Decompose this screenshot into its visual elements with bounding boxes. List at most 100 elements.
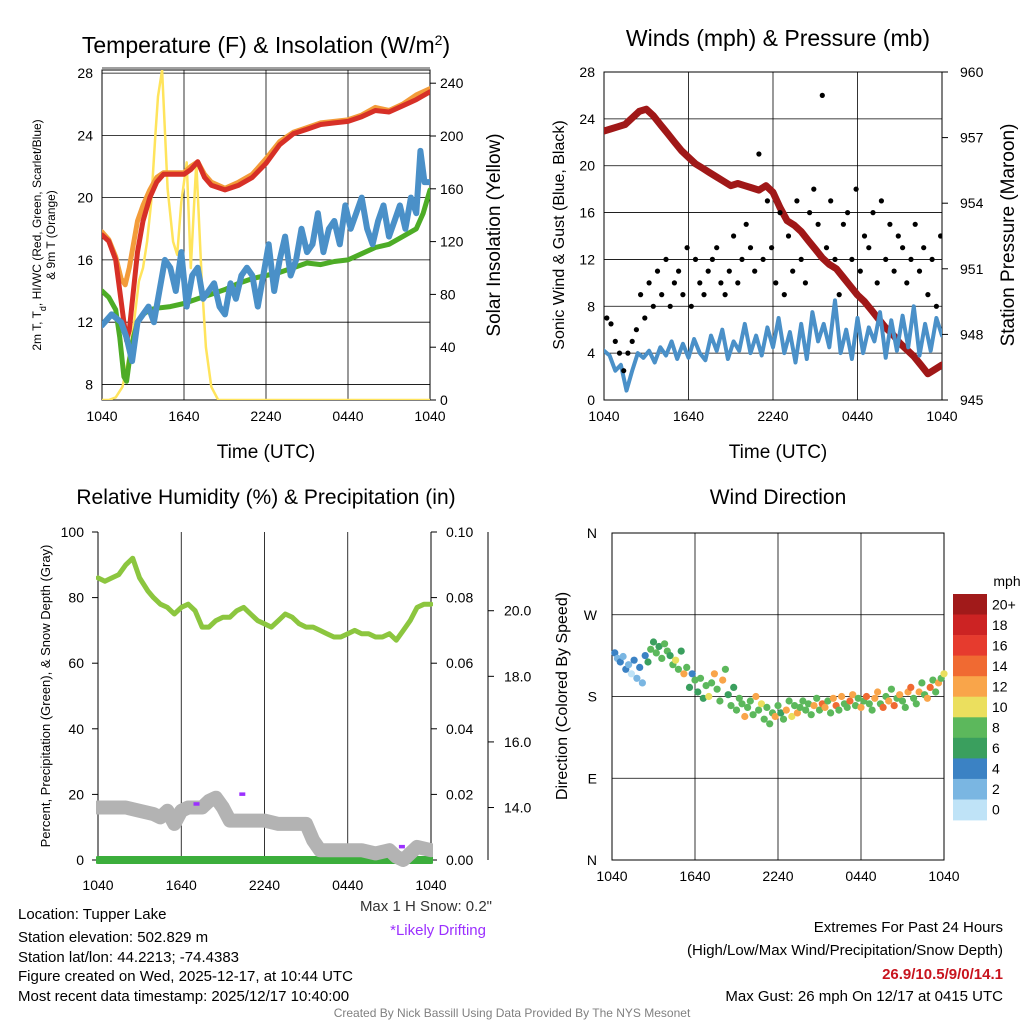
y-tick-label: 8: [587, 298, 595, 314]
chart-title: Relative Humidity (%) & Precipitation (i…: [76, 486, 455, 509]
gust-point: [798, 256, 804, 262]
direction-point: [804, 700, 813, 708]
colorbar-swatch: [953, 778, 987, 800]
direction-point: [851, 702, 860, 710]
direction-point: [799, 697, 807, 705]
direction-point: [910, 694, 918, 702]
footer-created: Figure created on Wed, 2025-12-17, at 10…: [18, 968, 353, 985]
gust-point: [747, 245, 754, 251]
y-tick-label: 24: [579, 111, 595, 127]
direction-point: [611, 649, 619, 657]
series-sonic-wind: [604, 298, 942, 393]
direction-point: [619, 652, 627, 661]
y-tick-label: 0: [76, 852, 84, 868]
gust-point: [659, 292, 665, 298]
direction-point: [649, 638, 658, 646]
y2-tick-label: 240: [440, 75, 464, 91]
series-station-pressure: [604, 105, 942, 378]
gust-point: [773, 280, 779, 286]
gust-point: [680, 292, 686, 298]
gust-point: [612, 338, 618, 344]
direction-point: [763, 703, 771, 712]
gust-point: [866, 245, 872, 251]
direction-point: [760, 715, 768, 723]
y-tick-label: 100: [61, 524, 85, 540]
direction-point: [713, 685, 721, 693]
direction-point: [771, 712, 779, 721]
x-tick-label: 2240: [757, 408, 788, 424]
direction-point: [807, 711, 815, 719]
y-label-rest: , HI/WC (Red, Green, Scarlet/Blue): [30, 119, 44, 306]
gust-point: [697, 280, 703, 286]
direction-point: [871, 694, 879, 702]
direction-point: [658, 654, 666, 663]
gust-point: [692, 256, 699, 262]
y-tick-label: 4: [587, 345, 595, 361]
direction-point: [691, 676, 699, 684]
direction-point: [849, 691, 857, 699]
gust-point: [604, 315, 610, 321]
colorbar-swatch: [953, 594, 987, 615]
direction-point: [741, 712, 749, 721]
gust-point: [790, 268, 796, 274]
y2-tick-label: 951: [960, 261, 984, 277]
title-end: ): [442, 32, 450, 58]
y2-tick-label: 945: [960, 392, 984, 408]
direction-point: [835, 706, 843, 714]
gust-point: [718, 280, 724, 286]
direction-point: [774, 702, 782, 710]
direction-point: [782, 706, 790, 714]
direction-point: [896, 691, 904, 699]
y-axis-label: Sonic Wind & Gust (Blue, Black): [551, 120, 568, 349]
gust-point: [705, 268, 711, 274]
y3-tick-label: 16.0: [504, 734, 531, 750]
direction-point: [854, 694, 862, 702]
direction-point: [674, 665, 683, 673]
temp-series: [102, 70, 430, 400]
direction-point: [757, 700, 766, 708]
direction-point: [699, 694, 707, 702]
footer-recent: Most recent data timestamp: 2025/12/17 1…: [18, 988, 350, 1005]
gust-point: [828, 198, 834, 204]
gust-point: [849, 256, 855, 262]
drifting-note: *Likely Drifting: [390, 922, 486, 939]
gust-point: [891, 268, 897, 274]
y-tick-label: 24: [77, 127, 93, 143]
direction-point: [708, 679, 716, 687]
y-tick-label: W: [584, 607, 598, 623]
x-tick-label: 1040: [82, 877, 113, 893]
gust-point: [625, 350, 631, 356]
gust-point: [616, 350, 623, 356]
y2-tick-label: 0.06: [446, 655, 473, 671]
x-tick-label: 0440: [842, 408, 873, 424]
gust-point: [895, 233, 901, 239]
gust-point: [663, 256, 669, 262]
y2-axis-label: Station Pressure (Maroon): [998, 124, 1019, 347]
x-axis-label: Time (UTC): [729, 442, 828, 463]
x-tick-label: 1040: [596, 868, 627, 884]
y-tick-label: S: [588, 689, 597, 705]
gust-point: [654, 268, 661, 274]
direction-point: [879, 703, 887, 712]
direction-point: [796, 703, 804, 712]
x-tick-label: 0440: [845, 868, 876, 884]
colorbar-swatch: [953, 717, 987, 739]
gust-point: [912, 221, 918, 227]
y2-tick-label: 160: [440, 181, 464, 197]
colorbar-swatch: [953, 696, 987, 718]
rh-series: [96, 555, 433, 867]
chart-title: Winds (mph) & Pressure (mb): [626, 25, 930, 51]
direction-point: [680, 670, 688, 678]
gust-point: [857, 268, 863, 274]
y-tick-label: 60: [68, 655, 84, 671]
direction-point: [749, 711, 757, 719]
gust-point: [722, 292, 728, 298]
gust-point: [709, 256, 716, 262]
y2-tick-label: 40: [440, 339, 456, 355]
y2-tick-label: 120: [440, 234, 464, 250]
direction-point: [827, 709, 835, 717]
drifting-mark: [398, 844, 405, 849]
y-axis-label-2: & 9m T (Orange): [44, 190, 58, 280]
direction-point: [721, 665, 730, 673]
gust-point: [836, 292, 842, 298]
